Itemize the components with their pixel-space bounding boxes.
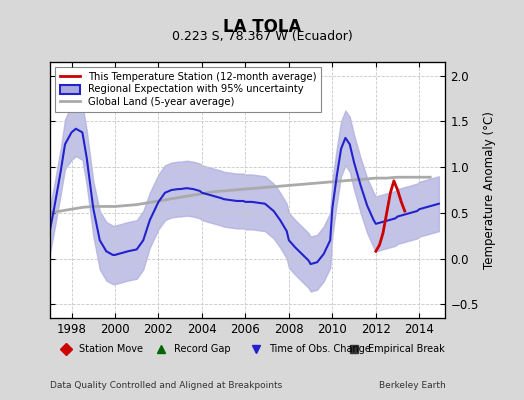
Y-axis label: Temperature Anomaly (°C): Temperature Anomaly (°C): [483, 111, 496, 269]
Text: Berkeley Earth: Berkeley Earth: [379, 381, 445, 390]
Text: Empirical Break: Empirical Break: [368, 344, 445, 354]
Text: Data Quality Controlled and Aligned at Breakpoints: Data Quality Controlled and Aligned at B…: [50, 381, 282, 390]
Text: 0.223 S, 78.367 W (Ecuador): 0.223 S, 78.367 W (Ecuador): [172, 30, 352, 43]
Text: Station Move: Station Move: [80, 344, 144, 354]
Text: LA TOLA: LA TOLA: [223, 18, 301, 36]
Text: Time of Obs. Change: Time of Obs. Change: [269, 344, 371, 354]
Legend: This Temperature Station (12-month average), Regional Expectation with 95% uncer: This Temperature Station (12-month avera…: [55, 67, 321, 112]
Text: Record Gap: Record Gap: [174, 344, 231, 354]
